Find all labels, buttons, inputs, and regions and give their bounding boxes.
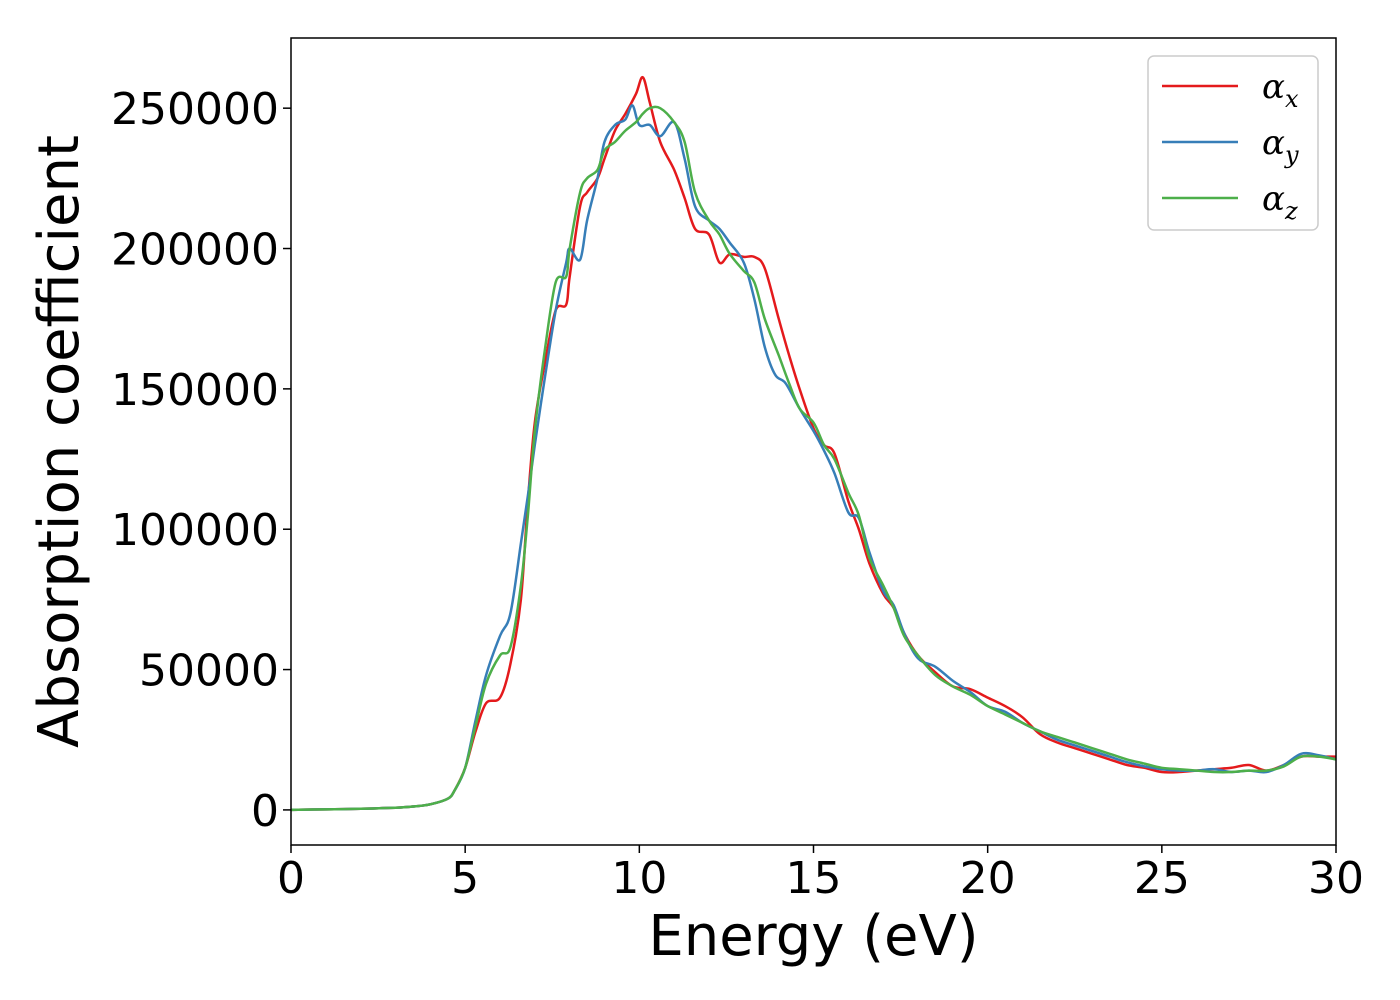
series-line-x (291, 76, 1336, 812)
x-tick-label: 20 (960, 853, 1016, 904)
y-tick-label: 200000 (111, 225, 279, 276)
x-axis-label: Energy (eV) (648, 904, 978, 969)
legend-label-z: αz (1262, 179, 1298, 225)
legend-label-x: αx (1262, 67, 1299, 113)
x-tick-label: 0 (277, 853, 305, 904)
series-layer (291, 76, 1336, 812)
y-tick-label: 0 (251, 786, 279, 837)
y-tick-label: 250000 (111, 84, 279, 135)
y-tick-label: 100000 (111, 505, 279, 556)
legend-label-y: αy (1262, 123, 1299, 169)
y-axis-label: Absorption coefficient (27, 135, 92, 748)
x-tick-label: 10 (611, 853, 667, 904)
x-axis: 0 5 10 15 20 25 30 (277, 845, 1364, 904)
legend: αx αy αz (1147, 55, 1319, 231)
x-tick-label: 5 (451, 853, 479, 904)
x-tick-label: 30 (1308, 853, 1364, 904)
series-line-y (291, 104, 1336, 812)
y-tick-label: 150000 (111, 365, 279, 416)
y-axis: 0 50000 100000 150000 200000 250000 (111, 84, 291, 837)
y-tick-label: 50000 (139, 646, 279, 697)
x-tick-label: 25 (1134, 853, 1190, 904)
x-tick-label: 15 (786, 853, 842, 904)
series-line-z (291, 105, 1336, 812)
